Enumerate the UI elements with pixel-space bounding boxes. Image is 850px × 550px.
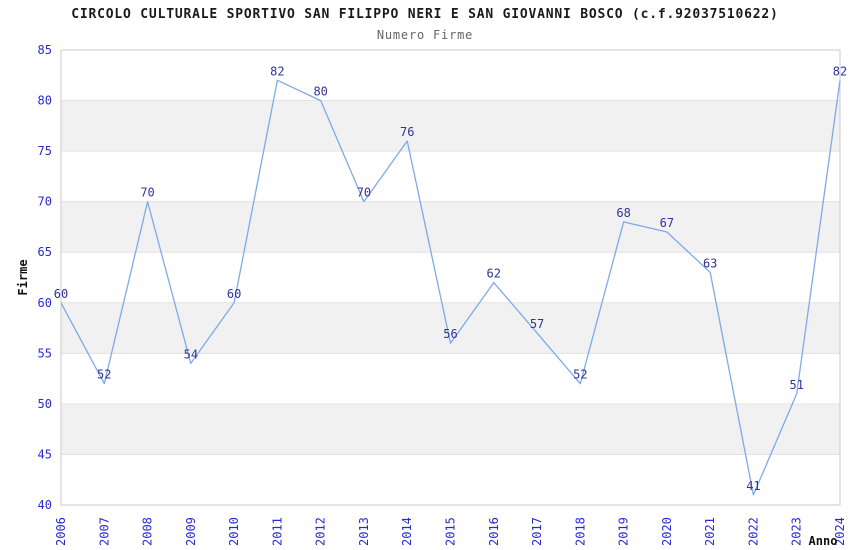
x-tick-label: 2010 [227,517,241,546]
data-point-label: 41 [746,479,760,493]
y-tick-label: 80 [38,94,52,108]
grid-band [61,201,840,253]
x-tick-label: 2022 [746,517,760,546]
y-tick-label: 65 [38,245,52,259]
x-tick-label: 2018 [573,517,587,546]
grid-band [61,403,840,455]
data-point-label: 68 [616,206,630,220]
chart-subtitle: Numero Firme [376,28,474,42]
data-point-label: 70 [140,186,154,200]
x-tick-label: 2007 [97,517,111,546]
x-tick-label: 2023 [790,517,804,546]
data-point-label: 82 [833,64,847,78]
y-tick-label: 40 [38,498,52,512]
data-point-label: 54 [184,347,198,361]
x-tick-label: 2024 [833,517,847,546]
x-tick-label: 2011 [270,517,284,546]
data-point-label: 62 [487,267,501,281]
x-axis-title: Anno [809,534,838,548]
data-point-label: 51 [789,378,803,392]
data-point-label: 76 [400,125,414,139]
y-axis-title: Firme [16,259,30,295]
data-point-label: 60 [227,287,241,301]
x-tick-label: 2017 [530,517,544,546]
x-tick-label: 2015 [444,517,458,546]
data-point-label: 67 [660,216,674,230]
data-point-label: 70 [357,186,371,200]
data-point-label: 80 [313,85,327,99]
data-point-label: 60 [54,287,68,301]
y-tick-label: 55 [38,346,52,360]
x-tick-label: 2009 [184,517,198,546]
data-point-label: 57 [530,317,544,331]
chart-title: CIRCOLO CULTURALE SPORTIVO SAN FILIPPO N… [71,7,779,22]
x-tick-label: 2008 [141,517,155,546]
y-tick-label: 75 [38,144,52,158]
grid-band [61,100,840,152]
x-tick-label: 2020 [660,517,674,546]
x-tick-label: 2012 [314,517,328,546]
x-tick-label: 2021 [703,517,717,546]
x-tick-label: 2013 [357,517,371,546]
x-tick-label: 2019 [617,517,631,546]
data-line [60,79,841,496]
plot-border [60,49,841,506]
y-tick-label: 50 [38,397,52,411]
x-tick-label: 2014 [400,517,414,546]
data-point-label: 82 [270,64,284,78]
y-tick-label: 70 [38,195,52,209]
data-point-label: 63 [703,256,717,270]
data-point-label: 52 [573,368,587,382]
y-tick-label: 85 [38,43,52,57]
y-tick-label: 45 [38,447,52,461]
x-tick-label: 2006 [54,517,68,546]
y-tick-label: 60 [38,296,52,310]
data-point-label: 52 [97,368,111,382]
data-point-label: 56 [443,327,457,341]
grid-band [61,302,840,354]
x-tick-label: 2016 [487,517,501,546]
